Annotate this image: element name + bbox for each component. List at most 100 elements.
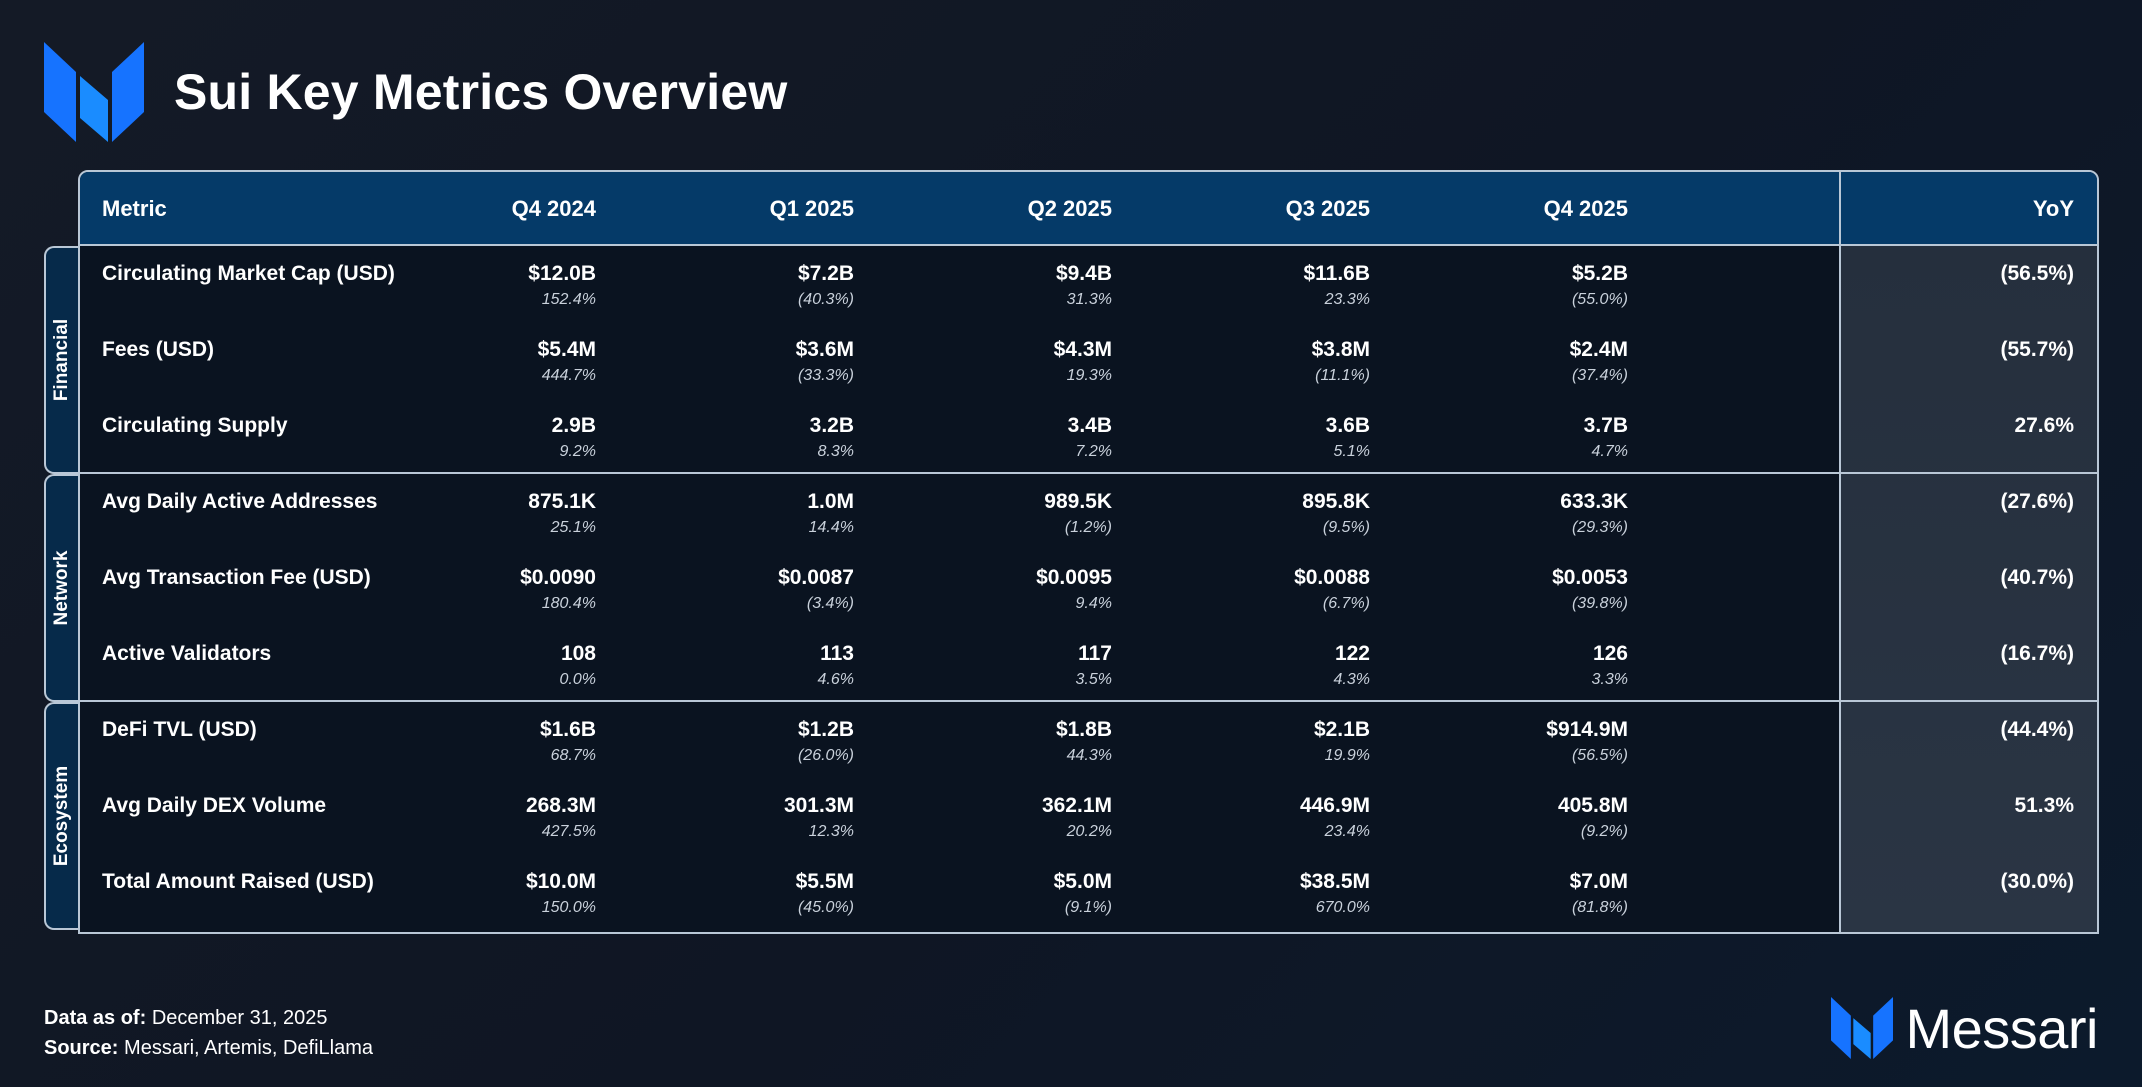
metric-change: 68.7% [550, 747, 596, 764]
metric-value: 268.3M [525, 794, 596, 817]
table-row: Avg Daily DEX Volume 268.3M 427.5% 301.3M 12… [80, 776, 2097, 852]
metric-change: (40.3%) [797, 291, 854, 308]
yoy-value: (44.4%) [2000, 718, 2074, 741]
yoy-value: 51.3% [2014, 794, 2074, 817]
group-label: Network [51, 550, 72, 626]
yoy-value: (40.7%) [2000, 566, 2074, 589]
column-header-4: Q3 2025 [1285, 196, 1370, 221]
metric-name: DeFi TVL (USD) [102, 718, 257, 741]
messari-brand-icon [1831, 997, 1894, 1059]
metric-change: (37.4%) [1571, 367, 1628, 384]
metric-value: $0.0053 [1552, 566, 1628, 589]
metric-name: Circulating Supply [102, 414, 288, 437]
metric-value: $5.4M [537, 338, 596, 361]
metric-change: 444.7% [541, 367, 596, 384]
metric-name: Avg Transaction Fee (USD) [102, 566, 371, 589]
metric-change: 19.3% [1066, 367, 1112, 384]
metric-change: 0.0% [559, 671, 596, 688]
metric-value: $4.3M [1053, 338, 1112, 361]
table-row: Total Amount Raised (USD) $10.0M 150.0% $5.… [80, 852, 2097, 928]
metric-change: 4.7% [1591, 443, 1628, 460]
metric-value: 301.3M [783, 794, 854, 817]
yoy-value: (56.5%) [2000, 262, 2074, 285]
metric-change: 23.3% [1324, 291, 1370, 308]
metric-change: 44.3% [1066, 747, 1112, 764]
metric-value: $11.6B [1303, 262, 1370, 285]
column-header-2: Q1 2025 [769, 196, 854, 221]
group-labels: Financial Network Ecosystem [44, 246, 80, 934]
metric-value: $5.5M [795, 870, 854, 893]
metrics-table: Financial Network Ecosystem Metric Q4 2024 Q… [44, 170, 2099, 934]
metric-value: $1.6B [539, 718, 596, 741]
metric-change: (81.8%) [1571, 899, 1628, 916]
metric-change: (9.5%) [1322, 519, 1370, 536]
data-as-of-label: Data as of: [44, 1007, 147, 1029]
yoy-column-divider [1839, 172, 2097, 932]
metric-change: 23.4% [1324, 823, 1370, 840]
metric-value: 362.1M [1041, 794, 1112, 817]
metric-value: 108 [560, 642, 596, 665]
metric-value: $12.0B [528, 262, 596, 285]
metric-change: (29.3%) [1571, 519, 1628, 536]
metric-change: 4.3% [1333, 671, 1370, 688]
metric-name: Avg Daily DEX Volume [102, 794, 327, 817]
metric-value: 446.9M [1299, 794, 1370, 817]
messari-logo-icon [44, 42, 144, 142]
brand-logo: Messari [1831, 993, 2098, 1063]
metric-value: $0.0087 [778, 566, 854, 589]
metric-value: 3.6B [1325, 414, 1370, 437]
metric-change: 20.2% [1066, 823, 1112, 840]
metric-value: 3.7B [1583, 414, 1628, 437]
metric-change: (56.5%) [1571, 747, 1628, 764]
metric-value: 3.4B [1067, 414, 1112, 437]
brand-name: Messari [1905, 996, 2098, 1060]
metric-change: 150.0% [541, 899, 596, 916]
metric-change: 180.4% [541, 595, 596, 612]
yoy-value: (30.0%) [2000, 870, 2074, 893]
yoy-value: (27.6%) [2000, 490, 2074, 513]
metric-value: 875.1K [528, 490, 596, 513]
group-band-ecosystem: Ecosystem [44, 702, 78, 930]
column-header-0: Metric [102, 196, 167, 221]
metric-name: Active Validators [102, 642, 272, 665]
metric-name: Circulating Market Cap (USD) [102, 262, 395, 285]
metric-value: $0.0088 [1294, 566, 1370, 589]
group-label: Ecosystem [51, 765, 72, 867]
column-header-3: Q2 2025 [1027, 196, 1112, 221]
metric-value: 117 [1078, 642, 1112, 665]
metric-change: (9.1%) [1064, 899, 1112, 916]
group-band-network: Network [44, 474, 78, 702]
column-header-1: Q4 2024 [511, 196, 596, 221]
yoy-column-background [1841, 246, 2097, 932]
metric-value: $10.0M [525, 870, 596, 893]
metric-change: (55.0%) [1571, 291, 1628, 308]
data-as-of: Data as of: December 31, 2025 [44, 1003, 373, 1033]
metric-change: 14.4% [808, 519, 854, 536]
metric-change: (33.3%) [797, 367, 854, 384]
metric-value: $3.6M [795, 338, 854, 361]
group-separator [80, 472, 2097, 474]
table-row: Avg Transaction Fee (USD) $0.0090 180.4% $0… [80, 548, 2097, 624]
metric-value: $9.4B [1055, 262, 1112, 285]
table-row: Avg Daily Active Addresses 875.1K 25.1% 1.0… [80, 472, 2097, 548]
yoy-value: 27.6% [2014, 414, 2074, 437]
metric-name: Avg Daily Active Addresses [102, 490, 378, 513]
metric-change: 19.9% [1324, 747, 1370, 764]
table-row: DeFi TVL (USD) $1.6B 68.7% $1.2B (26.0%) $1.8… [80, 700, 2097, 776]
source-value: Messari, Artemis, DefiLlama [124, 1037, 373, 1059]
source-label: Source: [44, 1037, 119, 1059]
metric-change: (6.7%) [1322, 595, 1370, 612]
metric-value: $0.0095 [1036, 566, 1112, 589]
group-separator [80, 700, 2097, 702]
yoy-value: (16.7%) [2000, 642, 2074, 665]
metric-value: $1.2B [797, 718, 854, 741]
column-header-5: Q4 2025 [1543, 196, 1628, 221]
metric-name: Total Amount Raised (USD) [102, 870, 374, 893]
metric-value: 3.2B [809, 414, 854, 437]
metric-change: (3.4%) [806, 595, 854, 612]
metric-change: 25.1% [550, 519, 596, 536]
metric-change: 9.2% [559, 443, 596, 460]
metric-value: $0.0090 [520, 566, 596, 589]
metric-value: $1.8B [1055, 718, 1112, 741]
column-header-6: YoY [2032, 196, 2074, 221]
